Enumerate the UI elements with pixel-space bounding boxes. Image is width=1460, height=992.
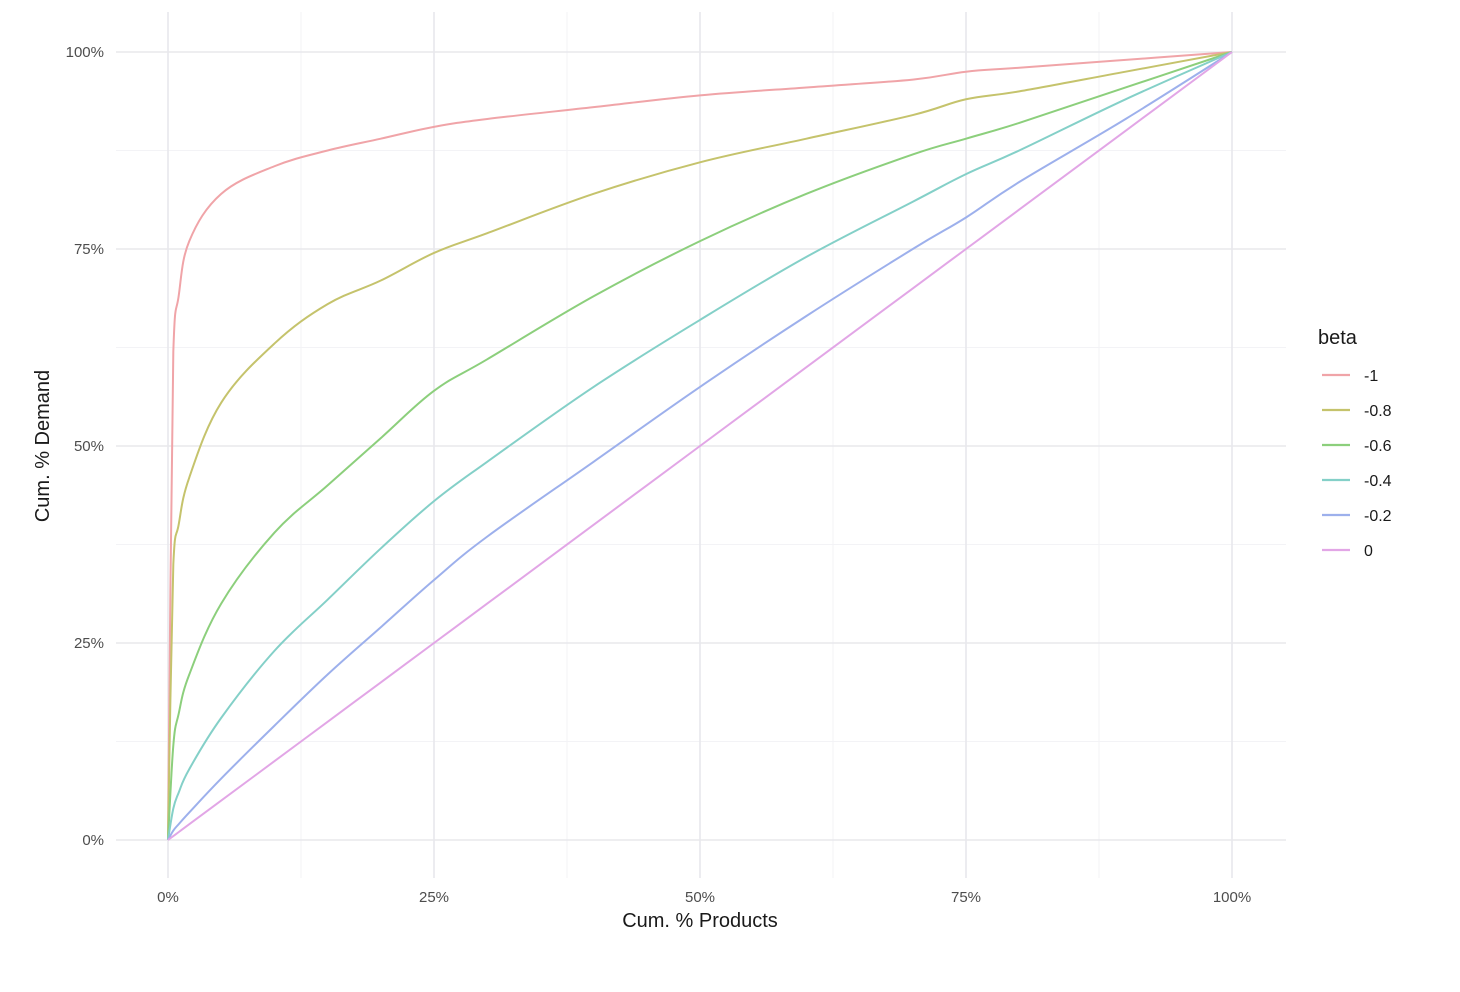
legend-label--0.6: -0.6 [1364, 438, 1392, 455]
y-tick-label: 0% [82, 832, 104, 849]
y-tick-label: 100% [66, 44, 104, 61]
y-axis-title: Cum. % Demand [32, 370, 54, 522]
legend-label--0.4: -0.4 [1364, 473, 1392, 490]
y-axis: 0% 25% 50% 75% 100% [66, 44, 104, 849]
series-line--0.6 [167, 51, 1233, 841]
series-lines [167, 51, 1233, 841]
series-line-0 [167, 51, 1233, 841]
x-tick-label: 0% [157, 889, 179, 906]
x-axis: 0% 25% 50% 75% 100% [157, 889, 1251, 906]
series-line--1 [167, 51, 1233, 841]
legend-label--0.2: -0.2 [1364, 508, 1392, 525]
legend: beta -1 -0.8 -0.6 -0.4 -0.2 0 [1318, 327, 1392, 560]
legend-label--0.8: -0.8 [1364, 403, 1392, 420]
x-tick-label: 100% [1213, 889, 1251, 906]
x-tick-label: 75% [951, 889, 981, 906]
series-line--0.2 [167, 51, 1233, 841]
grid [116, 12, 1286, 878]
legend-label--1: -1 [1364, 368, 1378, 385]
y-tick-label: 25% [74, 635, 104, 652]
y-tick-label: 75% [74, 241, 104, 258]
y-tick-label: 50% [74, 438, 104, 455]
series-line--0.8 [167, 51, 1233, 841]
x-tick-label: 25% [419, 889, 449, 906]
series-line--0.4 [167, 51, 1233, 841]
x-tick-label: 50% [685, 889, 715, 906]
legend-title: beta [1318, 327, 1358, 349]
x-axis-title: Cum. % Products [622, 910, 778, 932]
legend-label-0: 0 [1364, 543, 1373, 560]
